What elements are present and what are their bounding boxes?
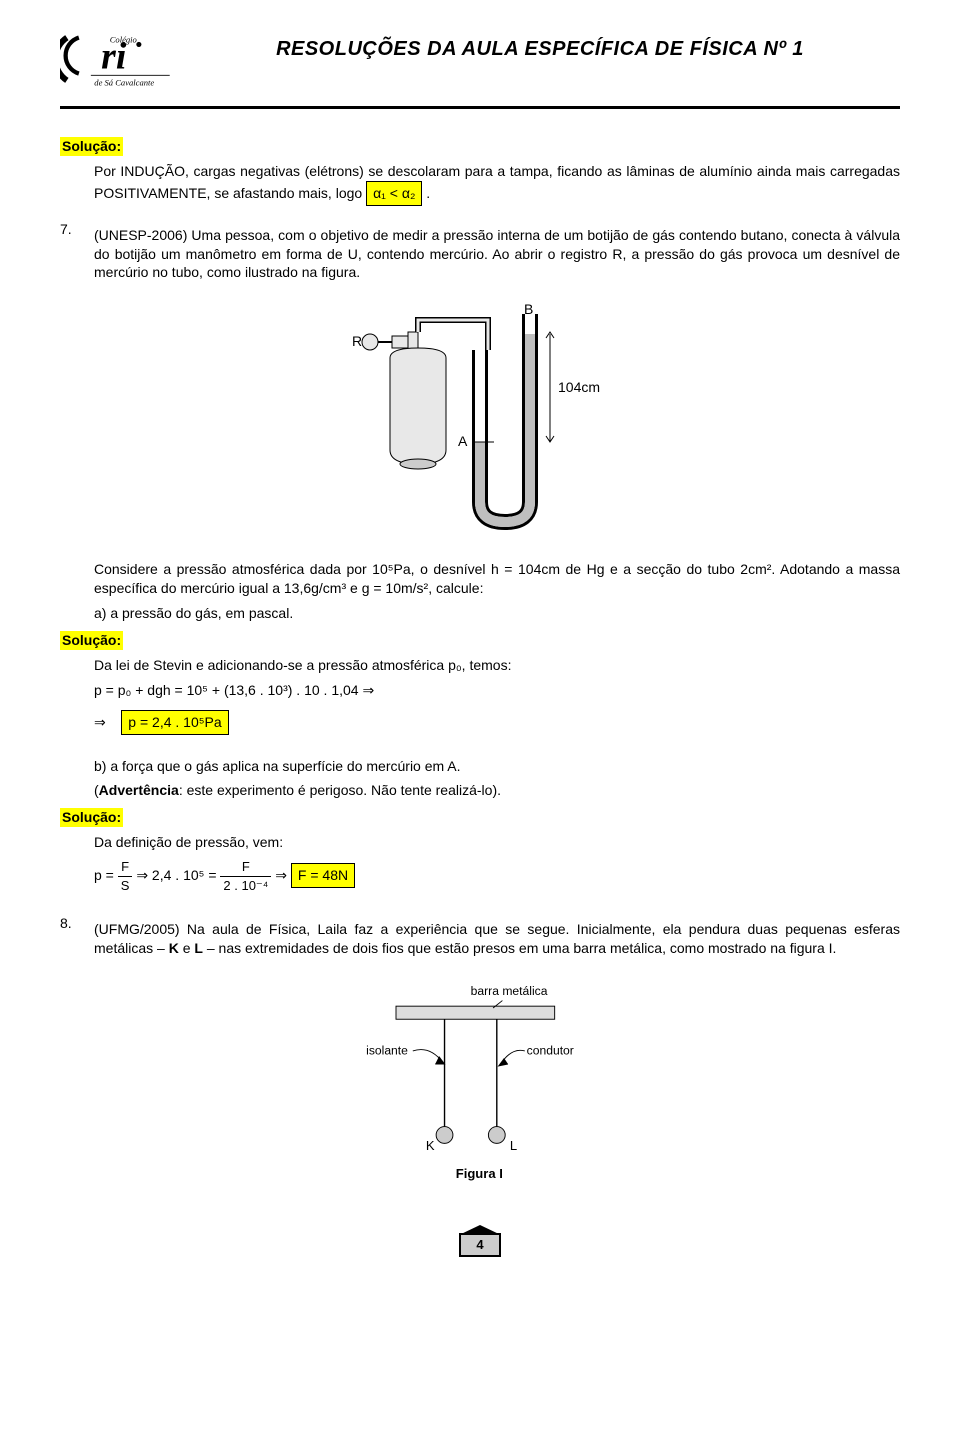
page-number: 4 [476,1236,483,1254]
svg-text:ri: ri [101,35,127,77]
figure-manometer: R A B 104cm [60,302,900,542]
page-header: Colégio ri de Sá Cavalcante RESOLUÇÕES D… [60,30,900,100]
fig2-K: K [426,1138,435,1153]
q7-item-b-l1: b) a força que o gás aplica na superfíci… [94,757,900,776]
q7-given: Considere a pressão atmosférica dada por… [94,560,900,598]
solution-label: Solução: [60,137,123,156]
question-8: 8. (UFMG/2005) Na aula de Física, Laila … [60,914,900,964]
answer-7b-box: F = 48N [291,863,355,888]
answer-7a-box: p = 2,4 . 10⁵Pa [121,710,228,735]
fig-label-A: A [458,433,468,449]
q7-text: (UNESP-2006) Uma pessoa, com o objetivo … [94,226,900,283]
fig-label-R: R [352,333,362,349]
solution-label-7a: Solução: [60,631,123,650]
q7-item-a: a) a pressão do gás, em pascal. [94,604,900,623]
fig-label-B: B [524,302,533,317]
figure-I: barra metálica isolante condutor K L Fig… [60,978,900,1193]
sol7a-line2: p = p₀ + dgh = 10⁵ + (13,6 . 10³) . 10 .… [94,681,900,700]
q7-number: 7. [60,220,84,239]
fig2-L: L [510,1138,517,1153]
page-number-badge: 4 [60,1233,900,1257]
logo-sub-text: de Sá Cavalcante [94,78,154,88]
solution-label-7b: Solução: [60,808,123,827]
solution-7a: Da lei de Stevin e adicionando-se a pres… [94,656,900,735]
q8-number: 8. [60,914,84,933]
implies-icon: ⇒ [94,714,106,730]
alpha-inequality-box: α₁ < α₂ [366,181,422,206]
sol7b-line1: Da definição de pressão, vem: [94,833,900,852]
sol7b-equation: p = FS ⇒ 2,4 . 10⁵ = F2 . 10⁻⁴ ⇒ F = 48N [94,858,900,894]
title-wrap: RESOLUÇÕES DA AULA ESPECÍFICA DE FÍSICA … [180,30,900,63]
header-rule [60,106,900,109]
solution-6-text: Por INDUÇÃO, cargas negativas (elétrons)… [94,162,900,206]
sol7a-line1: Da lei de Stevin e adicionando-se a pres… [94,656,900,675]
school-logo: Colégio ri de Sá Cavalcante [60,30,180,100]
question-7: 7. (UNESP-2006) Uma pessoa, com o objeti… [60,220,900,289]
fig-label-h: 104cm [558,379,600,395]
fig2-cond-label: condutor [527,1044,574,1058]
fig2-iso-label: isolante [366,1044,408,1058]
fig2-caption: Figura I [456,1166,503,1181]
page-title: RESOLUÇÕES DA AULA ESPECÍFICA DE FÍSICA … [180,36,900,63]
q7-item-b-l2: (Advertência: este experimento é perigos… [94,781,900,800]
solution-7b: Da definição de pressão, vem: p = FS ⇒ 2… [94,833,900,894]
q8-text: (UFMG/2005) Na aula de Física, Laila faz… [94,920,900,958]
fig2-bar-label: barra metálica [471,984,548,998]
